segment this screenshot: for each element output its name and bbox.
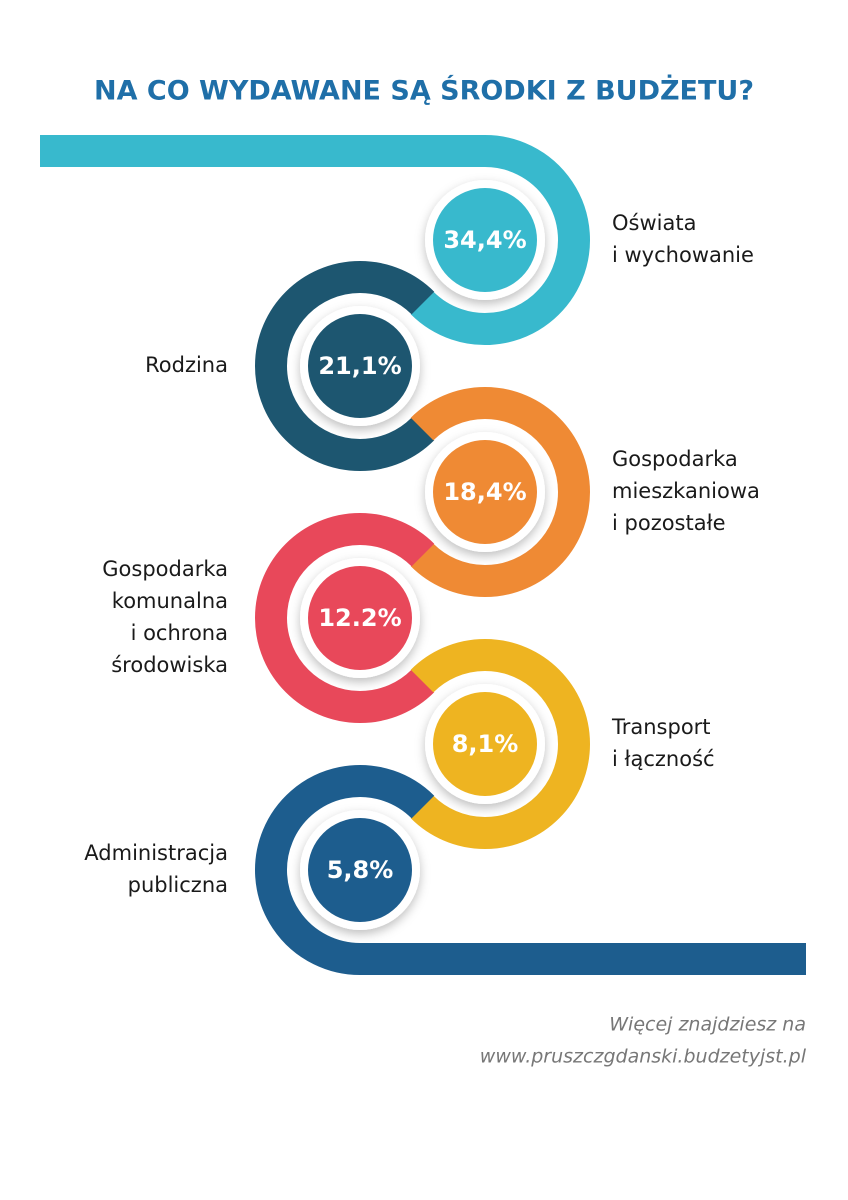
- category-label: i łączność: [612, 747, 715, 771]
- category-label: mieszkaniowa: [612, 479, 760, 503]
- serpentine: 34,4% Oświata i wychowanie 21,1% Rodzina 18,4…: [40, 135, 806, 975]
- ring: [255, 513, 435, 723]
- disc: [308, 818, 412, 922]
- disc: [308, 566, 412, 670]
- title: NA CO WYDAWANE SĄ ŚRODKI Z BUDŻETU?: [94, 75, 754, 107]
- category-label: publiczna: [128, 873, 228, 897]
- category-label: komunalna: [112, 589, 228, 613]
- category-label: środowiska: [111, 653, 228, 677]
- category-label: Transport: [611, 715, 711, 739]
- bottom-bar: [360, 943, 806, 975]
- footer-line: Więcej znajdziesz na: [609, 1014, 806, 1036]
- category-label: i pozostałe: [612, 511, 726, 535]
- ring: [410, 135, 590, 345]
- discs: 34,4% Oświata i wychowanie 21,1% Rodzina 18,4…: [84, 180, 760, 930]
- footer-link: www.pruszczgdanski.budzetyjst.pl: [480, 1046, 807, 1068]
- percentage: 34,4%: [443, 226, 526, 254]
- category-label: Gospodarka: [612, 447, 738, 471]
- percentage: 5,8%: [327, 856, 394, 884]
- category-label: Gospodarka: [102, 557, 228, 581]
- category-label: Oświata: [612, 211, 696, 235]
- ring: [410, 387, 590, 597]
- ring: [255, 261, 435, 471]
- category-label: i wychowanie: [612, 243, 754, 267]
- disc: [433, 188, 537, 292]
- disc: [308, 314, 412, 418]
- category-label: Administracja: [84, 841, 228, 865]
- rings: [255, 135, 590, 975]
- category-label: i ochrona: [131, 621, 228, 645]
- percentage: 8,1%: [452, 730, 519, 758]
- category-label: Rodzina: [145, 353, 228, 377]
- percentage: 12.2%: [318, 604, 401, 632]
- disc: [433, 440, 537, 544]
- ring: [410, 639, 590, 849]
- percentage: 21,1%: [318, 352, 401, 380]
- percentage: 18,4%: [443, 478, 526, 506]
- top-bar: [40, 135, 485, 167]
- disc: [433, 692, 537, 796]
- ring: [255, 765, 435, 975]
